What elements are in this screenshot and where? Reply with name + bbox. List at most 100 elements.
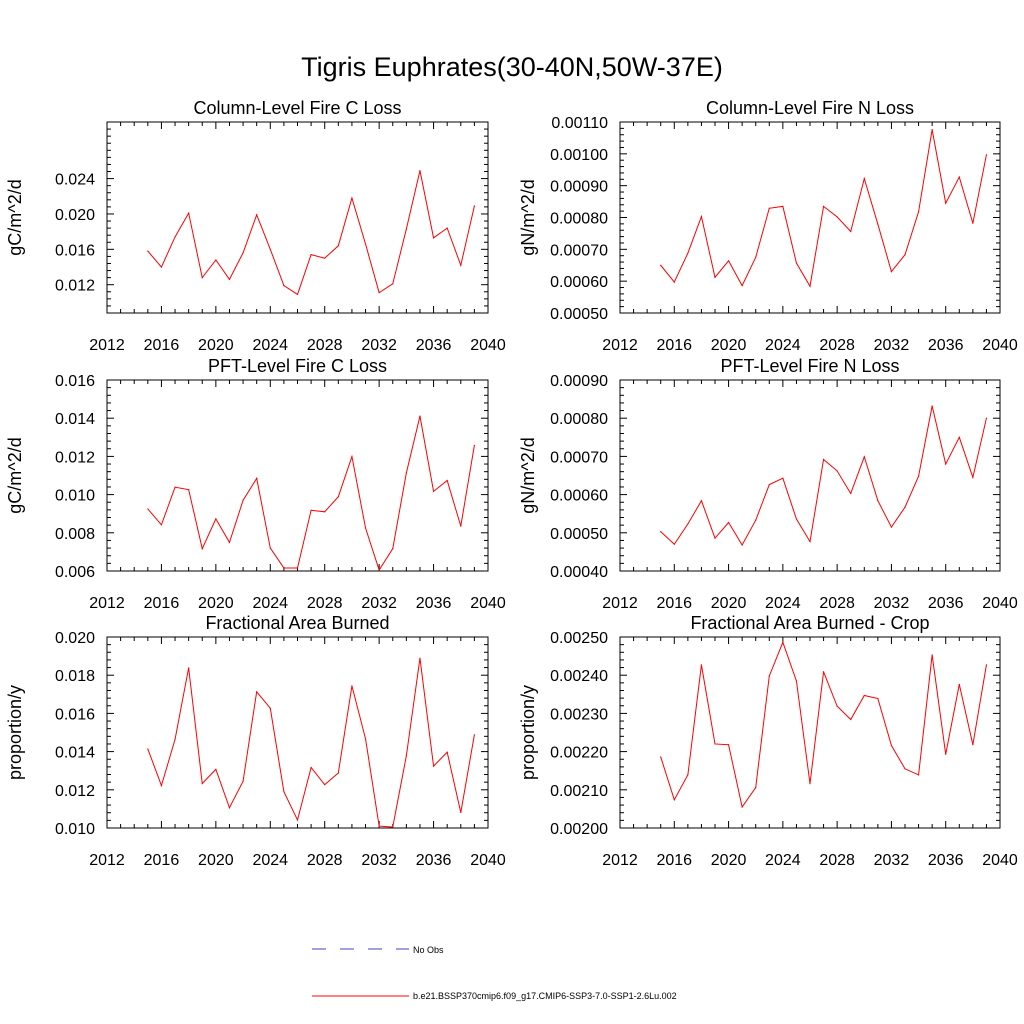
chart-panel: PFT-Level Fire C Loss gC/m^2/d 2012 2016 202… [5, 356, 506, 612]
data-point [310, 254, 312, 256]
x-tick-label: 2016 [656, 595, 692, 612]
data-point [687, 774, 689, 776]
data-point [768, 207, 770, 209]
data-point [174, 738, 176, 740]
data-point [378, 825, 380, 827]
x-tick-label: 2028 [307, 337, 343, 354]
data-point [904, 768, 906, 770]
data-point [392, 283, 394, 285]
data-point [877, 697, 879, 700]
data-point [310, 509, 312, 511]
y-tick-label: 0.010 [55, 821, 95, 838]
x-tick-label: 2032 [361, 595, 397, 612]
data-point [296, 293, 299, 296]
data-point [700, 500, 703, 502]
x-tick-label: 2028 [307, 852, 343, 869]
x-tick-label: 2036 [416, 595, 452, 612]
x-tick-label: 2028 [307, 595, 343, 612]
data-point [850, 492, 852, 495]
x-tick-label: 2020 [198, 337, 234, 354]
data-point [700, 215, 703, 218]
x-tick-label: 2032 [874, 595, 910, 612]
x-tick-label: 2032 [361, 852, 397, 869]
data-point [660, 531, 662, 533]
data-point [958, 436, 960, 438]
data-point [768, 484, 770, 486]
chart-panels: Column-Level Fire C Loss gC/m^2/d 2012 2016… [5, 98, 1018, 869]
data-point [700, 664, 703, 666]
data-point [446, 479, 448, 482]
data-point [419, 170, 421, 172]
y-axis-label: gN/m^2/d [518, 437, 538, 513]
data-point [741, 544, 743, 546]
x-tick-label: 2028 [819, 337, 855, 354]
chart-panel: PFT-Level Fire N Loss gN/m^2/d 2012 2016 202… [518, 356, 1018, 612]
x-tick-label: 2012 [602, 852, 638, 869]
data-point [931, 405, 933, 407]
data-point [256, 691, 258, 693]
data-point [324, 257, 326, 259]
data-point [890, 271, 893, 273]
data-point [242, 780, 244, 782]
y-tick-label: 0.010 [55, 488, 95, 505]
data-point [660, 756, 662, 758]
data-point [755, 256, 757, 258]
data-point [768, 675, 770, 677]
y-tick-label: 0.016 [55, 242, 95, 259]
data-point [473, 205, 475, 207]
y-tick-label: 0.018 [55, 668, 95, 685]
panel-title: PFT-Level Fire C Loss [208, 356, 387, 376]
data-point [958, 176, 960, 178]
y-tick-label: 0.00070 [550, 449, 608, 466]
data-point [256, 214, 258, 216]
data-point [822, 458, 825, 461]
data-point [741, 285, 743, 287]
x-tick-label: 2036 [416, 337, 452, 354]
data-point [405, 228, 407, 230]
x-tick-label: 2020 [198, 595, 234, 612]
data-point [904, 254, 906, 256]
data-point [242, 252, 244, 254]
x-tick-label: 2012 [89, 337, 125, 354]
data-point [945, 753, 947, 755]
data-point [432, 765, 435, 767]
chart-panel: Column-Level Fire N Loss gN/m^2/d 2012 2016… [518, 98, 1018, 354]
data-point [405, 755, 407, 757]
data-point [296, 567, 299, 569]
data-point [755, 519, 757, 521]
data-point [283, 567, 285, 569]
data-point [147, 748, 149, 750]
y-tick-label: 0.00040 [550, 564, 608, 581]
x-tick-label: 2036 [928, 337, 964, 354]
y-tick-label: 0.014 [55, 745, 95, 762]
x-tick-label: 2020 [198, 852, 234, 869]
data-point [836, 470, 838, 472]
data-point [985, 664, 988, 666]
data-point [687, 252, 689, 254]
data-point [215, 768, 217, 770]
x-tick-label: 2032 [874, 852, 910, 869]
y-tick-label: 0.016 [55, 373, 95, 390]
x-tick-label: 2012 [602, 337, 638, 354]
data-point [714, 537, 716, 539]
x-tick-label: 2040 [470, 595, 506, 612]
data-point [351, 685, 353, 687]
data-point [269, 707, 271, 709]
data-point [836, 705, 838, 707]
x-tick-label: 2024 [252, 852, 288, 869]
data-point [795, 262, 798, 264]
x-tick-label: 2028 [819, 595, 855, 612]
data-point [931, 129, 933, 131]
panel-title: PFT-Level Fire N Loss [720, 356, 899, 376]
data-point [917, 475, 920, 477]
data-point [160, 784, 163, 787]
x-tick-label: 2020 [711, 337, 747, 354]
data-point [945, 463, 947, 465]
data-point [283, 791, 285, 793]
data-point [822, 205, 825, 207]
data-point [324, 784, 326, 786]
x-tick-label: 2016 [144, 337, 180, 354]
data-point [256, 477, 258, 479]
legend-obs-label: No Obs [413, 945, 444, 955]
